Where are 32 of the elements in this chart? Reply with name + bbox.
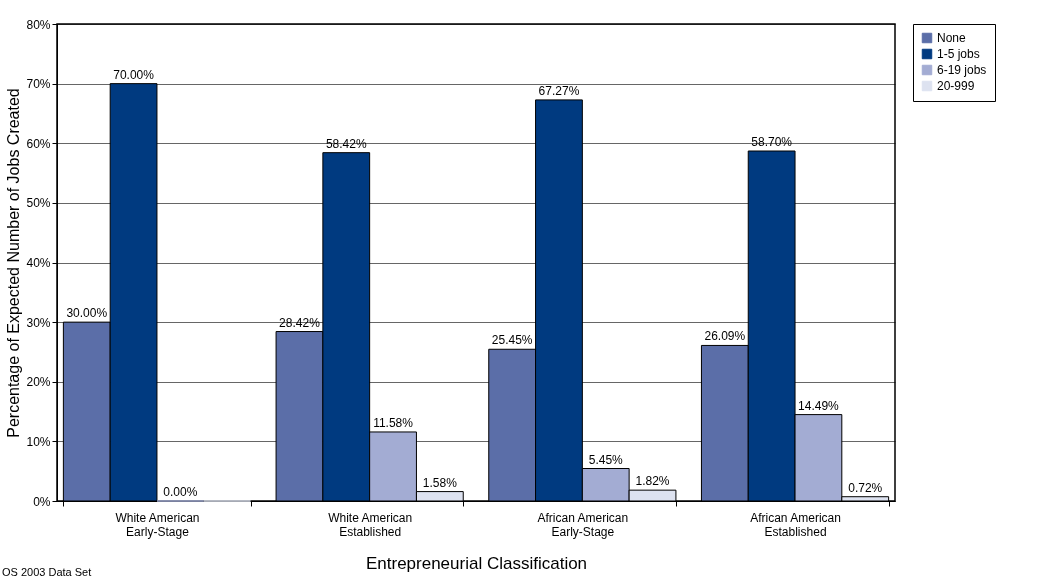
legend-label: 20-999 [937,79,975,93]
y-tick-label: 40% [26,256,51,270]
y-tick-label: 10% [26,434,51,449]
data-label: 26.09% [704,329,746,344]
data-label: 11.58% [373,415,414,430]
data-label: 5.45% [588,452,624,467]
y-axis-title: Percentage of Expected Number of Jobs Created [5,88,23,438]
data-label: 1.58% [422,475,458,490]
y-tick-label: 20% [26,375,51,390]
y-tick-label: 80% [26,17,51,32]
data-label: 25.45% [491,333,533,348]
data-label: 67.27% [538,83,580,98]
y-tick-label: 50% [26,196,51,211]
y-tick-label: 30% [26,315,51,330]
x-tick-label: White American Early-Stage [115,510,200,539]
text: OS 2003 Data Set [2,566,92,578]
x-tick-label: African American Early-Stage [537,510,629,539]
legend-label: None [937,31,967,45]
data-label: 0.72% [848,480,883,495]
data-label: 1.82% [635,474,670,489]
data-label: 0.00% [163,485,198,499]
y-tick-label: 60% [26,136,51,151]
data-label: 70.00% [113,67,155,82]
x-tick-label: African American Established [750,510,841,539]
y-tick-label: 70% [26,77,51,92]
data-label: 30.00% [66,306,108,321]
y-tick-label: 0% [33,494,51,509]
x-axis-title: Entrepreneurial Classification [365,553,588,573]
legend-label: 6-19 jobs [937,63,987,77]
data-label: 14.49% [798,398,840,413]
legend-label: 1-5 jobs [937,47,980,61]
x-tick-label: White American Established [328,510,413,539]
